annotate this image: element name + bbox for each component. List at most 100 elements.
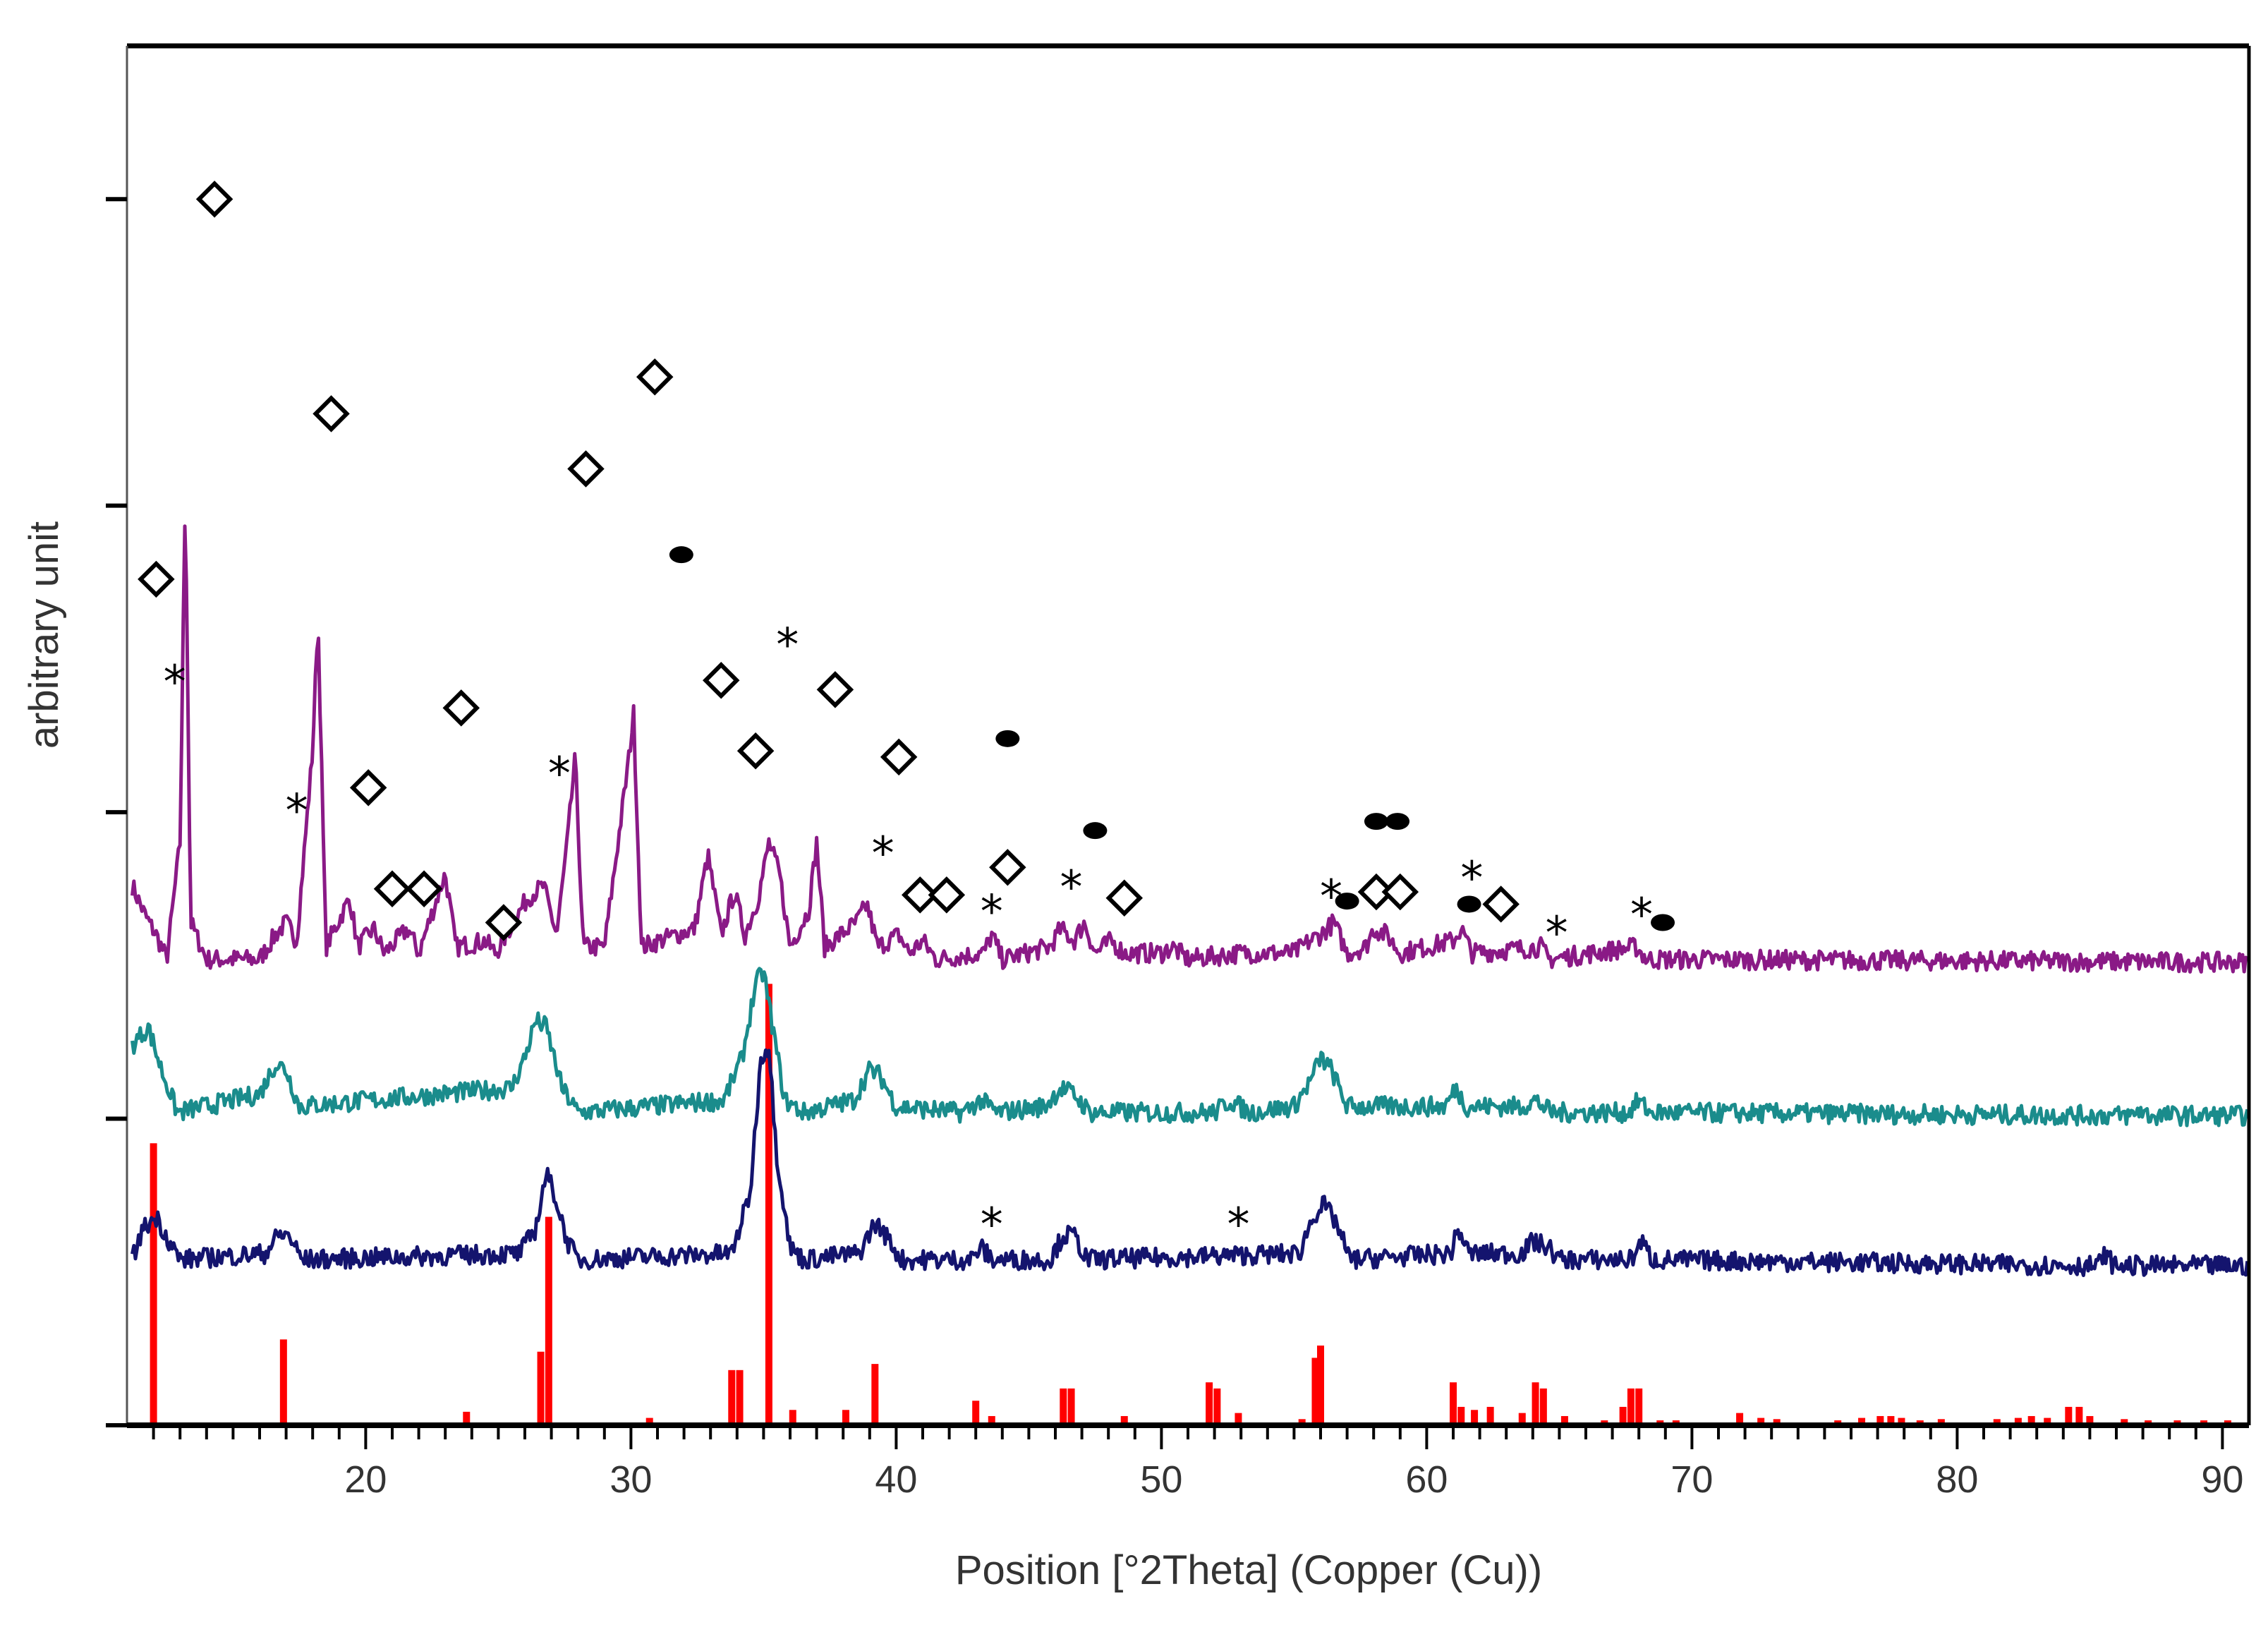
- x-tick-label: 70: [1670, 1458, 1713, 1501]
- reference-stick: [2044, 1418, 2051, 1425]
- reference-stick: [988, 1415, 995, 1425]
- diamond-marker: [989, 849, 1026, 886]
- reference-stick: [150, 1143, 157, 1425]
- dot-marker: [1385, 813, 1410, 830]
- reference-stick: [1773, 1419, 1781, 1425]
- x-tick-label: 60: [1405, 1458, 1448, 1501]
- star-marker: *: [872, 828, 895, 881]
- diamond-marker: [485, 904, 523, 941]
- plot-frame: [126, 43, 2251, 1428]
- reference-stick: [1539, 1388, 1547, 1425]
- reference-stick: [728, 1370, 736, 1425]
- reference-stick: [2086, 1415, 2094, 1425]
- series-line-1: [131, 524, 2249, 974]
- star-marker: *: [286, 785, 308, 838]
- reference-stick: [2014, 1418, 2022, 1425]
- star-marker: *: [1227, 1199, 1249, 1251]
- x-tick-label: 80: [1936, 1458, 1978, 1501]
- reference-stick: [736, 1370, 744, 1425]
- dot-marker: [1335, 893, 1359, 910]
- reference-stick: [279, 1339, 287, 1425]
- x-tick-label: 90: [2201, 1458, 2243, 1501]
- reference-stick: [1937, 1419, 1945, 1425]
- star-marker: *: [1546, 908, 1568, 960]
- reference-stick: [2075, 1406, 2083, 1425]
- dot-marker: [1457, 895, 1481, 913]
- y-axis-title: arbitrary unit: [21, 521, 67, 749]
- reference-stick: [1206, 1382, 1213, 1425]
- reference-stick: [1635, 1388, 1643, 1425]
- reference-stick: [537, 1351, 545, 1425]
- diamond-marker: [138, 560, 175, 598]
- reference-stick: [1471, 1410, 1479, 1425]
- reference-stick: [1060, 1388, 1067, 1425]
- reference-sticks: [150, 984, 2231, 1425]
- reference-stick: [1213, 1388, 1221, 1425]
- star-marker: *: [1060, 862, 1083, 914]
- reference-stick: [463, 1411, 471, 1425]
- peak-markers: ****** * * ** ** *: [138, 180, 1675, 1251]
- reference-stick: [972, 1401, 980, 1425]
- reference-stick: [2121, 1419, 2128, 1425]
- reference-stick: [545, 1216, 552, 1425]
- diamond-marker: [1482, 885, 1520, 923]
- reference-stick: [1619, 1406, 1627, 1425]
- reference-stick: [1757, 1418, 1765, 1425]
- dot-marker: [995, 730, 1020, 747]
- reference-stick: [1067, 1388, 1075, 1425]
- reference-stick: [1532, 1382, 1539, 1425]
- reference-stick: [842, 1410, 849, 1425]
- reference-stick: [765, 984, 772, 1425]
- reference-stick: [1518, 1413, 1526, 1425]
- x-tick-label: 20: [344, 1458, 387, 1501]
- diamond-marker: [928, 876, 966, 914]
- star-marker: *: [981, 1199, 1003, 1251]
- dot-marker: [1651, 914, 1675, 931]
- reference-stick: [1876, 1415, 1884, 1425]
- dot-marker: [669, 546, 693, 564]
- reference-stick: [1560, 1415, 1568, 1425]
- reference-stick: [2065, 1406, 2073, 1425]
- reference-stick: [1317, 1346, 1324, 1425]
- reference-stick: [1736, 1413, 1744, 1425]
- reference-stick: [789, 1410, 796, 1425]
- star-marker: *: [981, 886, 1003, 938]
- dot-marker: [1083, 822, 1108, 840]
- diamond-marker: [901, 876, 939, 914]
- diamond-marker: [736, 732, 775, 770]
- diamond-marker: [195, 180, 234, 218]
- diamond-marker: [1105, 879, 1144, 917]
- axis-ticks: 20 30 40 50 60 70 80 90: [106, 197, 2243, 1501]
- diamond-marker: [1381, 873, 1419, 911]
- reference-stick: [1457, 1406, 1465, 1425]
- reference-stick: [1486, 1406, 1494, 1425]
- reference-stick: [1887, 1415, 1895, 1425]
- diamond-marker: [442, 689, 480, 727]
- diamond-marker: [373, 870, 411, 907]
- series-line-2: [131, 967, 2250, 1128]
- series-lines: [131, 524, 2250, 1277]
- star-marker: *: [1630, 889, 1653, 941]
- star-marker: *: [776, 619, 799, 672]
- diamond-marker: [313, 395, 350, 433]
- reference-stick: [1627, 1388, 1635, 1425]
- diamond-marker: [702, 662, 740, 699]
- reference-stick: [1120, 1415, 1128, 1425]
- star-marker: *: [548, 749, 571, 801]
- reference-stick: [2027, 1415, 2035, 1425]
- diamond-marker: [816, 671, 854, 708]
- x-tick-label: 50: [1140, 1458, 1182, 1501]
- diamond-marker: [567, 450, 605, 488]
- diamond-marker: [636, 358, 674, 396]
- diamond-marker: [1357, 873, 1395, 911]
- x-axis-title: Position [°2Theta] (Copper (Cu)): [955, 1547, 1542, 1593]
- x-tick-label: 40: [875, 1458, 917, 1501]
- reference-stick: [645, 1418, 653, 1425]
- diamond-marker: [405, 870, 443, 907]
- diamond-marker: [349, 769, 387, 806]
- reference-stick: [1858, 1418, 1866, 1425]
- star-marker: *: [164, 656, 186, 708]
- series-line-3: [131, 1048, 2250, 1277]
- reference-stick: [1311, 1358, 1319, 1425]
